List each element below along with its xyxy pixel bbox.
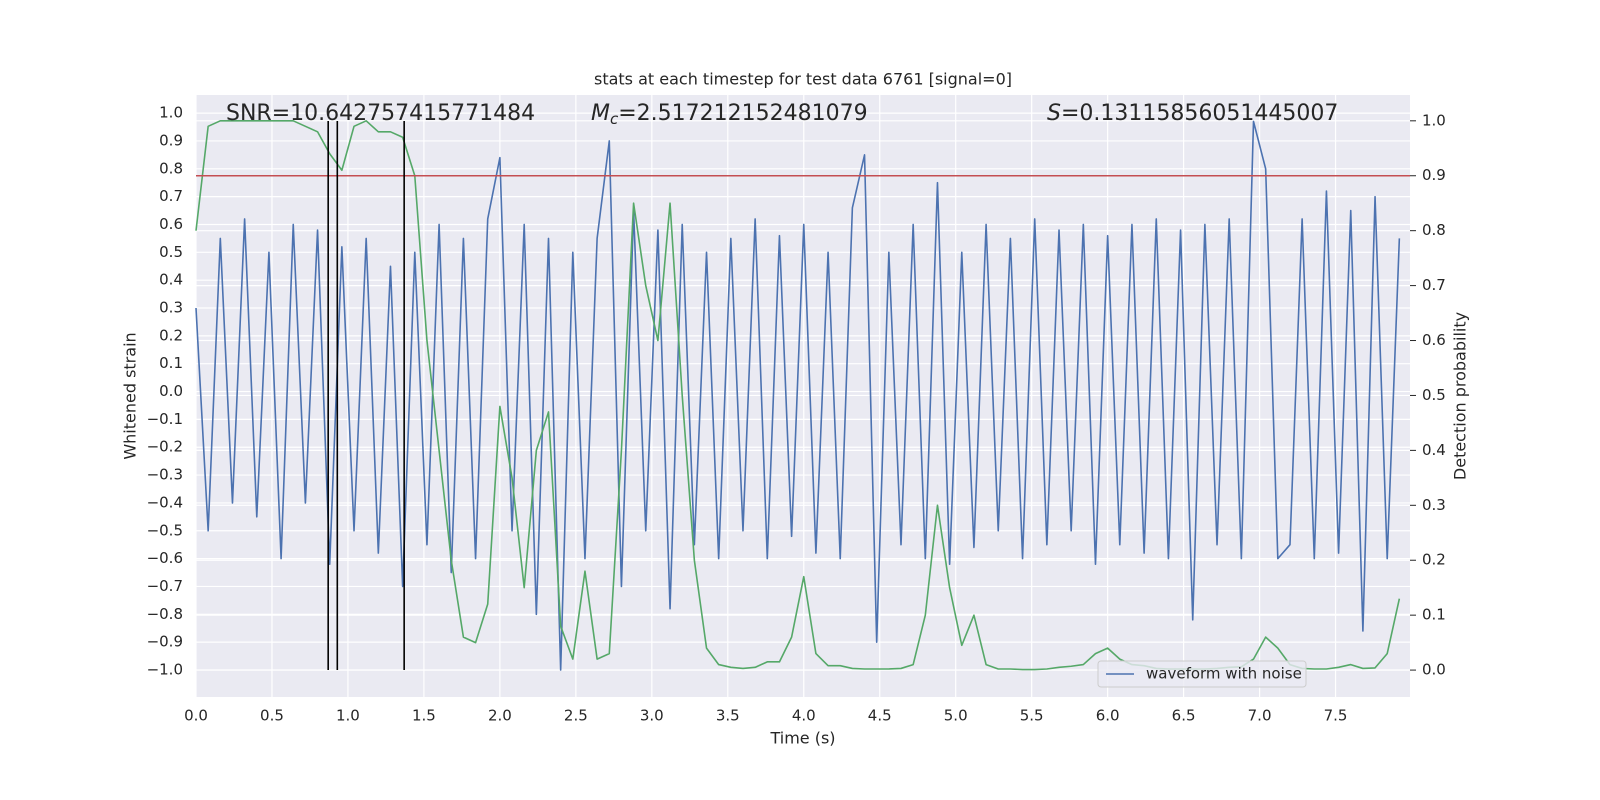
y-tick-label: 0.9 <box>159 131 183 149</box>
y2-tick-label: 0.5 <box>1422 386 1446 404</box>
x-tick-label: 0.5 <box>260 707 284 725</box>
annotation-text: =2.517212152481079 <box>618 101 867 126</box>
annotation: S=0.13115856051445007 <box>1047 101 1338 126</box>
y2-tick-label: 0.2 <box>1422 551 1446 569</box>
y-tick-label: 0.2 <box>159 326 183 344</box>
annotation-symbol: S <box>1047 101 1061 126</box>
y-tick-label: −0.5 <box>147 521 183 539</box>
y-tick-label: 0.5 <box>159 243 183 261</box>
annotation: Mc=2.517212152481079 <box>591 101 868 128</box>
x-tick-label: 3.0 <box>640 707 664 725</box>
chart-title: stats at each timestep for test data 676… <box>594 70 1012 89</box>
annotation-text: SNR=10.642757415771484 <box>226 101 535 126</box>
x-tick-label: 5.0 <box>944 707 968 725</box>
y-tick-label: −0.9 <box>147 633 183 651</box>
y-tick-label: 0.7 <box>159 187 183 205</box>
y-tick-label: −0.4 <box>147 493 183 511</box>
x-tick-label: 1.5 <box>412 707 436 725</box>
series-line <box>195 120 1401 671</box>
y-tick-label: −0.8 <box>147 605 183 623</box>
y2-tick-label: 0.6 <box>1422 331 1446 349</box>
x-tick-label: 4.5 <box>868 707 892 725</box>
y2-tick-label: 0.8 <box>1422 221 1446 239</box>
y-tick-label: −0.7 <box>147 577 183 595</box>
y2-tick-label: 1.0 <box>1422 111 1446 129</box>
y-tick-label: −0.2 <box>147 438 183 456</box>
y2-tick-label: 0.7 <box>1422 276 1446 294</box>
legend-label: waveform with noise <box>1146 665 1302 683</box>
x-tick-label: 6.5 <box>1172 707 1196 725</box>
y-tick-label: 0.8 <box>159 159 183 177</box>
x-tick-label: 7.0 <box>1248 707 1272 725</box>
y-tick-label: −0.3 <box>147 466 183 484</box>
y-tick-label: 0.1 <box>159 354 183 372</box>
y-tick-label: 0.4 <box>159 271 183 289</box>
annotation-subscript: c <box>610 110 619 128</box>
x-tick-label: 2.5 <box>564 707 588 725</box>
y-tick-label: 0.0 <box>159 382 183 400</box>
y-tick-label: 1.0 <box>159 104 183 122</box>
y-tick-label: 0.6 <box>159 215 183 233</box>
x-tick-label: 7.5 <box>1324 707 1348 725</box>
y-tick-label: −0.6 <box>147 549 183 567</box>
x-tick-label: 4.0 <box>792 707 816 725</box>
annotation: SNR=10.642757415771484 <box>226 101 535 126</box>
y-tick-label: 0.3 <box>159 299 183 317</box>
y2-tick-label: 0.1 <box>1422 606 1446 624</box>
y-tick-label: −1.0 <box>147 660 183 678</box>
x-tick-label: 0.0 <box>184 707 208 725</box>
annotation-text: =0.13115856051445007 <box>1061 101 1338 126</box>
y2-tick-label: 0.4 <box>1422 441 1446 459</box>
x-tick-label: 5.5 <box>1020 707 1044 725</box>
y-axis-label: Whitened strain <box>121 332 140 459</box>
y2-tick-label: 0.9 <box>1422 166 1446 184</box>
x-tick-label: 3.5 <box>716 707 740 725</box>
legend-box <box>1097 660 1307 688</box>
x-tick-label: 6.0 <box>1096 707 1120 725</box>
y2-tick-label: 0.3 <box>1422 496 1446 514</box>
y2-axis-label: Detection probability <box>1451 312 1470 480</box>
y-tick-label: −0.1 <box>147 410 183 428</box>
annotation-symbol: M <box>591 101 610 126</box>
x-tick-label: 2.0 <box>488 707 512 725</box>
x-tick-label: 1.0 <box>336 707 360 725</box>
x-axis-label: Time (s) <box>769 729 835 748</box>
y2-tick-label: 0.0 <box>1422 661 1446 679</box>
